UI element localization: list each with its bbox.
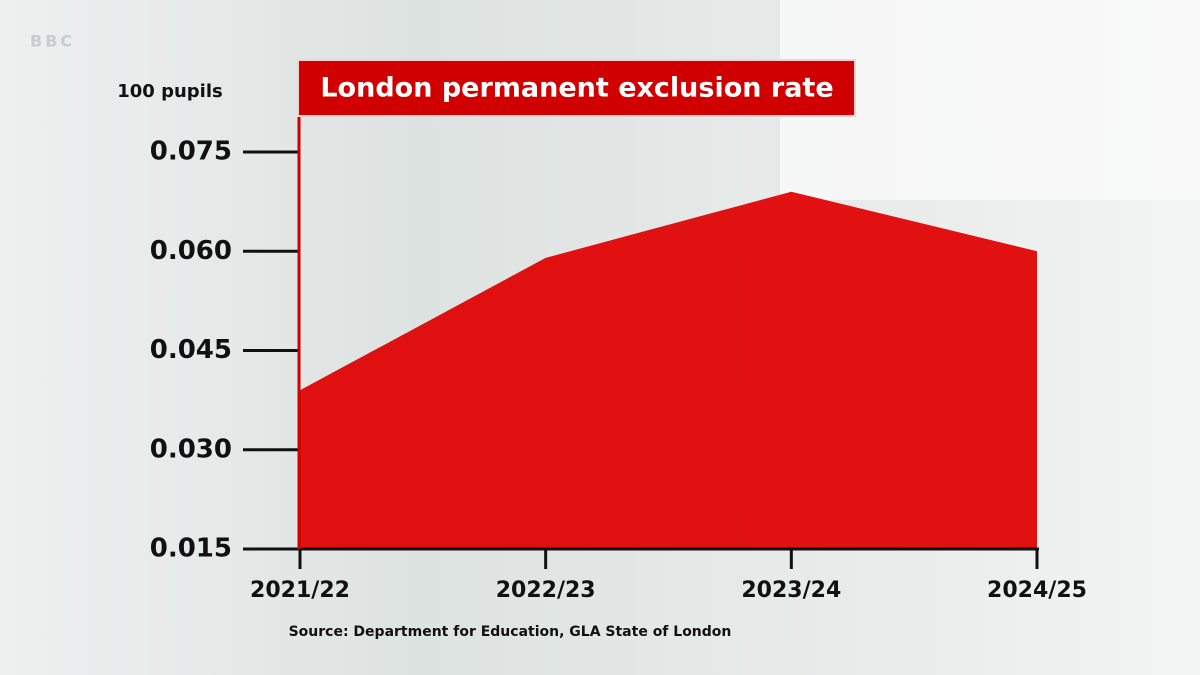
x-tick-label: 2021/22 <box>250 578 350 603</box>
y-tick-label: 0.015 <box>150 534 232 564</box>
x-tick-label: 2024/25 <box>987 578 1087 603</box>
area <box>300 191 1037 549</box>
chart-title: London permanent exclusion rate <box>320 73 833 104</box>
y-tick-label: 0.045 <box>150 335 232 365</box>
plot: 0.015 0.030 0.045 0.060 0.075 2021/22 2022/23 2… <box>150 137 1087 604</box>
x-tick-label: 2022/23 <box>496 578 596 603</box>
title-box <box>297 59 856 117</box>
y-tick-label: 0.030 <box>150 434 232 464</box>
y-axis-label: 100 pupils <box>117 81 222 102</box>
source: Source: Department for Education, GLA St… <box>289 624 732 640</box>
x-tick-label: 2023/24 <box>741 578 841 603</box>
y-tick-label: 0.060 <box>150 236 232 266</box>
y-tick-label: 0.075 <box>150 137 232 167</box>
logo: BBC <box>30 32 75 51</box>
